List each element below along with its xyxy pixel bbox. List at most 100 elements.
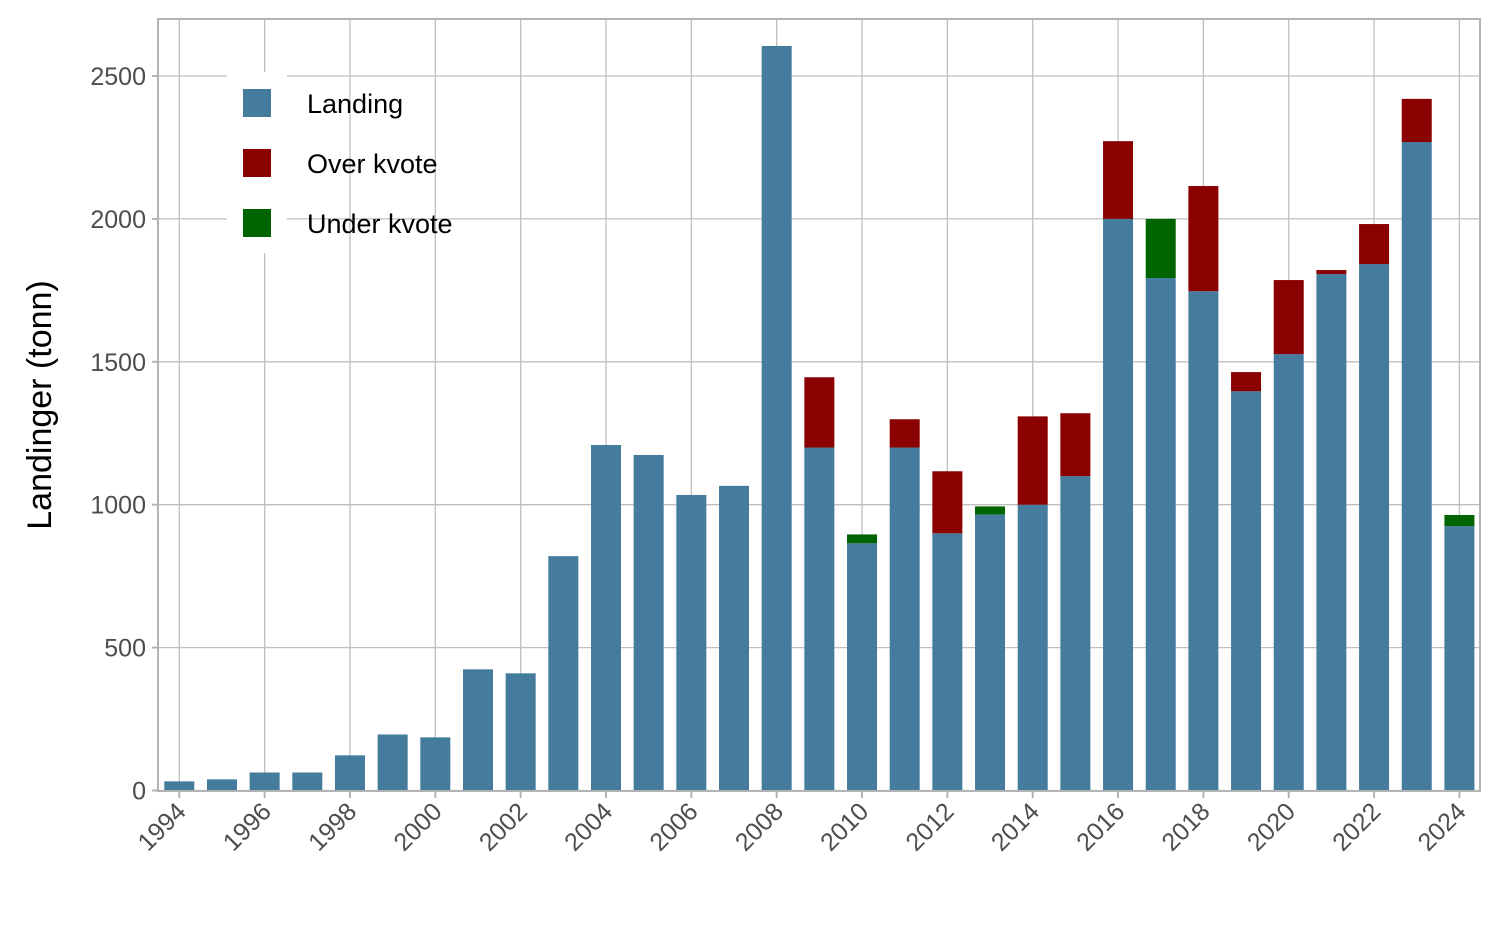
- bars: [164, 45, 1475, 791]
- legend-swatch: [243, 209, 271, 237]
- bar-segment-over-kvote: [889, 419, 920, 448]
- x-axis: 1994 1996 1998 2000 2002 2004 2006 2008 2010 2012…: [132, 791, 1472, 857]
- bar-stack-2011: [889, 419, 920, 791]
- bar-segment-over-kvote: [932, 471, 963, 534]
- bar-stack-2021: [1316, 270, 1347, 791]
- bar-segment-landing: [633, 454, 664, 791]
- legend-label: Landing: [307, 89, 403, 119]
- bar-stack-2004: [591, 444, 621, 791]
- bar-segment-over-kvote: [804, 377, 835, 448]
- y-axis: 0 500 1000 1500 2000 2500: [90, 63, 158, 806]
- bar-stack-1997: [292, 772, 323, 791]
- bar-stack-2024: [1444, 514, 1475, 791]
- bar-segment-landing: [462, 669, 493, 791]
- bar-segment-landing: [1231, 391, 1262, 791]
- bar-stack-1998: [334, 755, 365, 791]
- x-tick-label: 2022: [1327, 797, 1386, 856]
- bar-segment-landing: [1188, 291, 1219, 791]
- x-tick-label: 2008: [730, 797, 789, 856]
- bar-stack-2012: [932, 471, 963, 791]
- bar-stack-2002: [505, 673, 536, 791]
- bar-stack-2014: [1017, 416, 1048, 791]
- bar-segment-landing: [1103, 218, 1134, 791]
- bar-segment-landing: [1060, 476, 1091, 791]
- x-tick-label: 2006: [644, 797, 703, 856]
- bar-stack-2022: [1359, 224, 1390, 791]
- bar-segment-over-kvote: [1103, 141, 1134, 219]
- bar-segment-landing: [505, 673, 536, 791]
- x-tick-label: 2012: [900, 797, 959, 856]
- bar-stack-2005: [633, 454, 664, 791]
- x-tick-label: 2016: [1071, 797, 1130, 856]
- legend: Landing Over kvote Under kvote: [227, 72, 453, 253]
- bar-segment-over-kvote: [1401, 98, 1432, 143]
- bar-segment-landing: [761, 45, 792, 791]
- x-tick-label: 2000: [388, 797, 447, 856]
- bar-segment-landing: [804, 447, 835, 791]
- bar-segment-landing: [889, 447, 920, 791]
- x-tick-label: 2024: [1413, 797, 1472, 856]
- bar-segment-landing: [377, 734, 408, 791]
- bar-segment-landing: [164, 781, 195, 791]
- legend-swatch: [243, 149, 271, 177]
- bar-segment-landing: [1145, 278, 1176, 791]
- bar-segment-landing: [847, 543, 878, 791]
- y-tick-label: 500: [104, 635, 146, 663]
- bar-segment-over-kvote: [1188, 186, 1219, 292]
- bar-segment-landing: [292, 772, 323, 791]
- bar-stack-1994: [164, 781, 195, 791]
- legend-swatch: [243, 89, 271, 117]
- y-tick-label: 0: [132, 778, 146, 806]
- y-axis-title: Landinger (tonn): [21, 280, 59, 530]
- bar-stack-2018: [1188, 186, 1219, 791]
- x-tick-label: 2004: [559, 797, 618, 856]
- plot-panel-border: [157, 18, 1481, 792]
- bar-segment-landing: [548, 556, 579, 791]
- bar-stack-2007: [719, 485, 750, 791]
- bar-stack-2001: [462, 669, 493, 791]
- bar-segment-over-kvote: [1231, 372, 1262, 392]
- bar-stack-2000: [420, 737, 451, 791]
- x-tick-label: 1998: [303, 797, 362, 856]
- bar-segment-landing: [206, 779, 237, 791]
- bar-segment-landing: [1444, 526, 1475, 791]
- y-tick-label: 2000: [90, 206, 146, 234]
- bar-segment-landing: [1316, 274, 1347, 791]
- legend-label: Under kvote: [307, 209, 453, 239]
- bar-stack-2019: [1231, 372, 1262, 791]
- bar-segment-under-kvote: [1444, 514, 1475, 527]
- legend-item: Landing: [243, 89, 403, 119]
- legend-item: Over kvote: [243, 149, 438, 179]
- bar-stack-2003: [548, 556, 579, 791]
- bar-stack-2023: [1401, 98, 1432, 791]
- bar-segment-landing: [676, 494, 707, 791]
- bar-stack-1995: [206, 779, 237, 791]
- bar-segment-landing: [591, 444, 621, 791]
- legend-label: Over kvote: [307, 149, 438, 179]
- x-tick-label: 2010: [815, 797, 874, 856]
- bar-segment-over-kvote: [1060, 413, 1091, 477]
- x-tick-label: 2018: [1156, 797, 1215, 856]
- bar-stack-2020: [1273, 280, 1304, 791]
- bar-segment-over-kvote: [1017, 416, 1048, 505]
- bar-segment-under-kvote: [1145, 218, 1176, 279]
- bar-stack-2006: [676, 494, 707, 791]
- bar-segment-under-kvote: [847, 534, 878, 544]
- y-tick-label: 1500: [90, 349, 146, 377]
- bar-segment-landing: [334, 755, 365, 791]
- bar-segment-landing: [1359, 264, 1390, 791]
- x-tick-label: 1994: [132, 797, 191, 856]
- bar-segment-over-kvote: [1273, 280, 1304, 355]
- bar-stack-2017: [1145, 218, 1176, 791]
- x-tick-label: 2020: [1242, 797, 1301, 856]
- bar-stack-2008: [761, 45, 792, 791]
- bar-stack-1996: [249, 772, 280, 791]
- bar-stack-1999: [377, 734, 408, 791]
- x-tick-label: 1996: [218, 797, 277, 856]
- bar-stack-2016: [1103, 141, 1134, 791]
- bar-segment-under-kvote: [975, 506, 1006, 515]
- bar-segment-landing: [975, 514, 1006, 791]
- y-tick-label: 2500: [90, 63, 146, 91]
